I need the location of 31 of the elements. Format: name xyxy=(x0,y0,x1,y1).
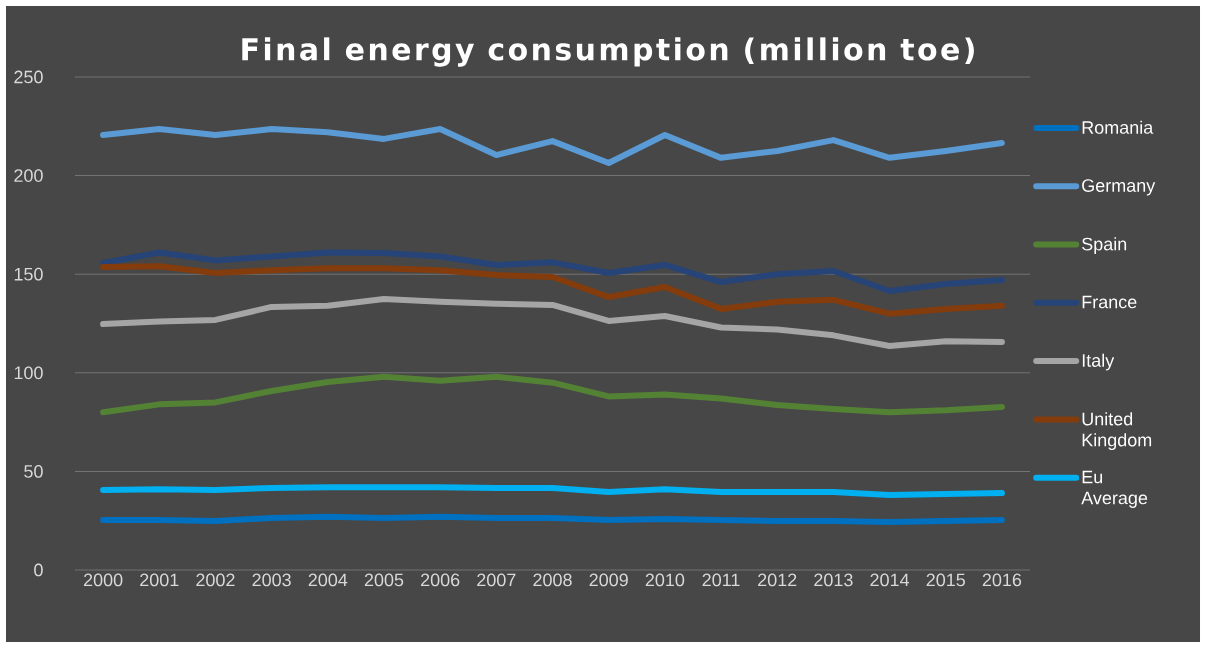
y-tick-label: 0 xyxy=(34,563,43,577)
x-tick-label: 2008 xyxy=(533,573,572,587)
legend-label: United Kingdom xyxy=(1082,412,1152,450)
x-tick-label: 2007 xyxy=(477,573,516,587)
y-tick-label: 200 xyxy=(14,169,43,182)
legend-label: Italy xyxy=(1082,353,1115,371)
y-tick-label: 250 xyxy=(14,70,43,84)
x-tick-label: 2011 xyxy=(702,573,740,587)
x-tick-label: 2010 xyxy=(645,573,685,587)
x-tick-label: 2013 xyxy=(814,573,853,587)
legend-label: Romania xyxy=(1082,120,1154,134)
x-tick-label: 2016 xyxy=(982,573,1022,587)
x-tick-label: 2000 xyxy=(83,573,123,587)
x-tick-label: 2001 xyxy=(140,573,179,587)
y-tick-label: 100 xyxy=(14,366,43,380)
y-tick-label: 50 xyxy=(24,465,43,478)
legend-label: Eu Average xyxy=(1081,470,1148,508)
legend-label: Germany xyxy=(1082,179,1156,196)
legend-label: Spain xyxy=(1082,237,1127,255)
x-tick-label: 2012 xyxy=(758,573,797,587)
x-tick-label: 2004 xyxy=(308,573,348,587)
x-tick-label: 2006 xyxy=(421,573,460,587)
x-tick-label: 2015 xyxy=(926,573,965,587)
legend-label: France xyxy=(1082,295,1137,309)
x-tick-label: 2002 xyxy=(196,573,235,587)
x-tick-label: 2009 xyxy=(589,573,628,587)
x-tick-label: 2014 xyxy=(870,573,910,587)
y-tick-label: 150 xyxy=(14,267,43,281)
x-tick-label: 2003 xyxy=(252,573,291,587)
chart-title: Final energy consumption (million toe) xyxy=(242,37,974,67)
x-tick-label: 2005 xyxy=(364,573,404,587)
